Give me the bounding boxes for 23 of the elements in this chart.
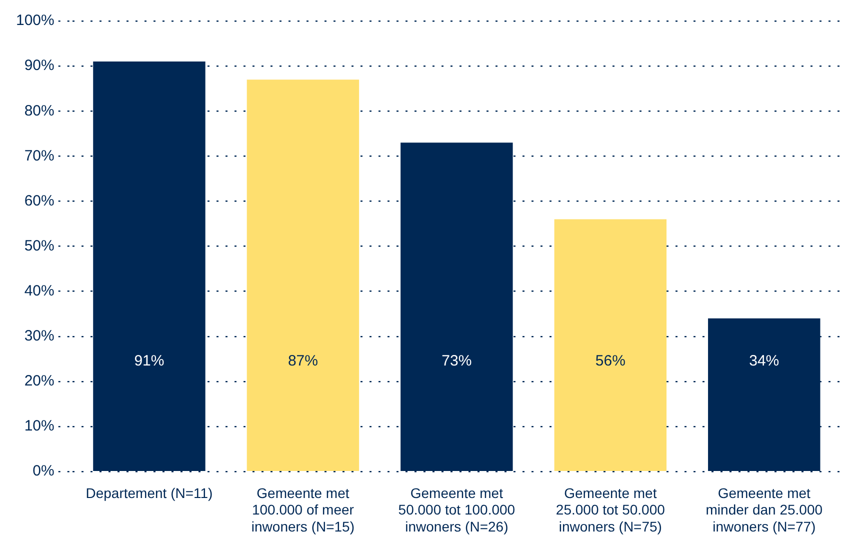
y-tick-label: 70% bbox=[24, 147, 54, 164]
y-tick-label: 20% bbox=[24, 372, 54, 390]
y-tick-label: 0% bbox=[32, 462, 54, 480]
y-tick-label: 50% bbox=[24, 237, 54, 254]
data-label: 91% bbox=[134, 352, 164, 370]
y-tick-label: 90% bbox=[24, 57, 54, 74]
x-tick-label: Gemeente met 50.000 tot 100.000 inwoners (N=26) bbox=[398, 484, 516, 534]
bar bbox=[554, 219, 667, 471]
y-tick-label: 30% bbox=[24, 328, 54, 345]
y-tick-label: 60% bbox=[24, 192, 54, 210]
bar bbox=[246, 80, 360, 471]
y-tick-label: 40% bbox=[24, 282, 54, 300]
y-tick-label: 80% bbox=[24, 102, 54, 120]
x-tick-label: Gemeente met 25.000 tot 50.000 inwoners (N=75) bbox=[556, 484, 666, 534]
y-tick-label: 100% bbox=[16, 12, 54, 30]
x-tick-label: Gemeente met 100.000 of meer inwoners (N=15) bbox=[251, 484, 355, 534]
x-tick-label: Departement (N=11) bbox=[86, 484, 213, 501]
data-label: 34% bbox=[749, 352, 780, 370]
data-label: 56% bbox=[595, 352, 626, 370]
y-tick-label: 10% bbox=[24, 418, 54, 435]
x-tick-label: Gemeente met minder dan 25.000 inwoners (N=77) bbox=[706, 484, 823, 534]
data-label: 73% bbox=[442, 352, 472, 370]
data-label: 87% bbox=[288, 352, 318, 370]
